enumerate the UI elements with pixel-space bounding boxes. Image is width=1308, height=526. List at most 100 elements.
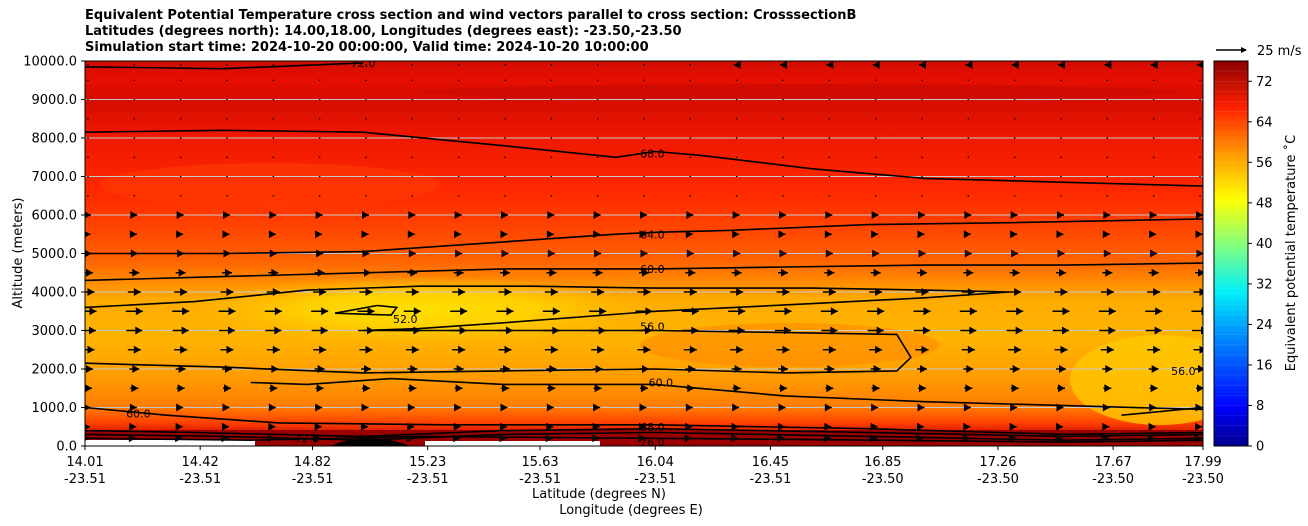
wind-arrow-head — [271, 365, 279, 373]
quiver-key: 25 m/s — [1216, 44, 1302, 59]
contour-line — [85, 431, 1203, 442]
colorbar-levels — [1214, 70, 1248, 437]
wind-arrow-head — [454, 211, 462, 219]
x-tick-label-lon: -23.51 — [179, 472, 221, 487]
wind-arrow-head — [272, 288, 280, 296]
wind-arrow-head — [362, 211, 369, 219]
wind-dot — [179, 156, 182, 159]
y-tick-label: 8000.0 — [32, 132, 78, 147]
wind-dot — [133, 98, 136, 101]
wind-arrow-head — [1106, 288, 1114, 296]
y-tick-label: 7000.0 — [32, 170, 78, 185]
wind-arrow-head — [228, 307, 236, 316]
wind-dot — [1060, 137, 1062, 139]
wind-dot — [550, 156, 553, 159]
wind-arrow-head — [1195, 422, 1202, 431]
y-axis-label: Altitude (meters) — [11, 198, 26, 309]
wind-arrow-head — [89, 326, 96, 335]
terrain-gap-1 — [85, 440, 255, 446]
wind-arrow-head — [222, 422, 229, 431]
wind-dot — [226, 79, 228, 82]
contour-line — [85, 62, 364, 70]
wind-arrow-head — [966, 268, 974, 277]
wind-arrow-head — [267, 434, 275, 443]
wind-dot — [1152, 79, 1155, 82]
contour-line — [250, 377, 1203, 411]
wind-arrow-head — [546, 403, 554, 412]
wind-arrow-head — [552, 307, 560, 316]
wind-arrow-head — [272, 345, 280, 354]
wind-dot — [828, 117, 831, 120]
wind-arrow-head — [1058, 384, 1065, 393]
wind-dot — [1199, 156, 1201, 159]
wind-arrow-head — [87, 288, 95, 296]
colorbar: 0 8 16 24 32 40 48 56 64 72 Equivalent potential … — [1213, 60, 1299, 455]
wind-arrow-head — [362, 249, 370, 258]
wind-arrow-head — [823, 434, 831, 443]
wind-dot — [596, 117, 599, 120]
y-tick-label: 3000.0 — [32, 324, 78, 339]
y-tick-label: 5000.0 — [32, 247, 78, 262]
wind-arrow-head — [733, 249, 741, 258]
wind-arrow-head — [594, 384, 602, 393]
wind-arrow-head — [225, 268, 232, 277]
wind-dot — [550, 175, 553, 178]
wind-dot — [643, 137, 645, 139]
wind-dot — [782, 137, 784, 139]
wind-arrow-head — [871, 403, 879, 412]
wind-dot — [1060, 117, 1062, 120]
wind-arrow-head — [827, 365, 835, 373]
wind-dot — [1013, 98, 1016, 101]
wind-dot — [504, 137, 506, 139]
wind-arrow-head — [777, 434, 785, 443]
wind-arrow-head — [871, 230, 879, 239]
wind-dot — [782, 98, 784, 101]
wind-arrow-head — [686, 211, 694, 219]
wind-dot — [643, 194, 645, 197]
wind-arrow-head — [177, 384, 185, 393]
contour-line — [85, 262, 1203, 282]
wind-dot — [921, 98, 923, 101]
wind-dot — [1106, 117, 1109, 120]
wind-dot — [179, 137, 182, 139]
wind-arrow-head — [453, 422, 461, 431]
wind-arrow-head — [1102, 403, 1110, 412]
wind-arrow-head — [1059, 268, 1066, 277]
wind-arrow-head — [691, 326, 699, 335]
wind-arrow-head — [453, 434, 461, 443]
wind-arrow-head — [456, 365, 464, 373]
colorbar-tick-label: 48 — [1256, 196, 1273, 211]
wind-arrow-head — [317, 268, 325, 277]
wind-dot — [596, 194, 599, 197]
wind-dot — [1013, 117, 1016, 120]
wind-arrow-head — [320, 326, 328, 335]
wind-dot — [87, 175, 89, 178]
wind-dot — [643, 175, 645, 178]
wind-arrow-head — [1009, 434, 1017, 443]
wind-dot — [921, 79, 923, 82]
wind-dot — [782, 156, 784, 159]
wind-arrow-head — [1108, 326, 1116, 335]
wind-dot — [689, 175, 692, 178]
wind-arrow-head — [459, 326, 467, 335]
wind-arrow-head — [1194, 434, 1202, 443]
wind-dot — [689, 156, 692, 159]
wind-arrow-head — [315, 211, 323, 219]
wind-dot — [1152, 117, 1155, 120]
wind-arrow-head — [314, 434, 322, 443]
wind-arrow-head — [962, 434, 970, 443]
contour-line — [85, 406, 1203, 436]
wind-dot — [828, 194, 831, 197]
y-tick-label: 4000.0 — [32, 286, 78, 301]
title-line-3: Simulation start time: 2024-10-20 00:00:… — [85, 40, 649, 55]
wind-arrow-head — [1199, 345, 1203, 354]
wind-arrow-head — [89, 307, 97, 316]
core-yellow-blob — [190, 276, 650, 344]
wind-dot — [226, 137, 228, 139]
wind-arrow-head — [268, 230, 276, 239]
wind-arrow-head — [85, 249, 92, 258]
wind-arrow-head — [826, 384, 834, 393]
wind-arrow-head — [778, 422, 785, 431]
quiver-key-label: 25 m/s — [1257, 44, 1302, 59]
wind-dot — [272, 156, 275, 159]
